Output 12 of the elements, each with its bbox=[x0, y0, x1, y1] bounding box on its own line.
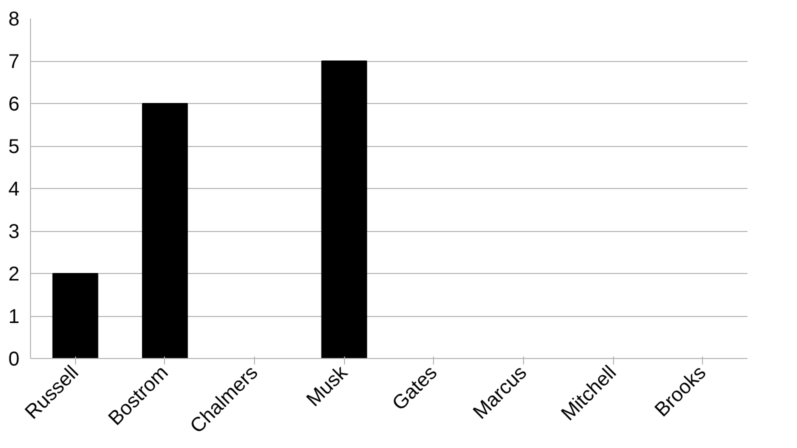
bar bbox=[142, 103, 188, 358]
y-tick-label: 2 bbox=[8, 264, 20, 286]
y-tick-label: 3 bbox=[8, 221, 20, 243]
bar bbox=[52, 273, 98, 358]
y-tick-label: 0 bbox=[8, 348, 20, 370]
y-tick-label: 1 bbox=[8, 306, 20, 328]
y-tick-label: 6 bbox=[8, 94, 20, 116]
y-tick-label: 8 bbox=[8, 8, 20, 30]
y-tick-label: 5 bbox=[8, 136, 20, 158]
y-tick-label: 7 bbox=[8, 51, 20, 73]
bar bbox=[321, 60, 368, 358]
y-tick-label: 4 bbox=[8, 178, 20, 200]
